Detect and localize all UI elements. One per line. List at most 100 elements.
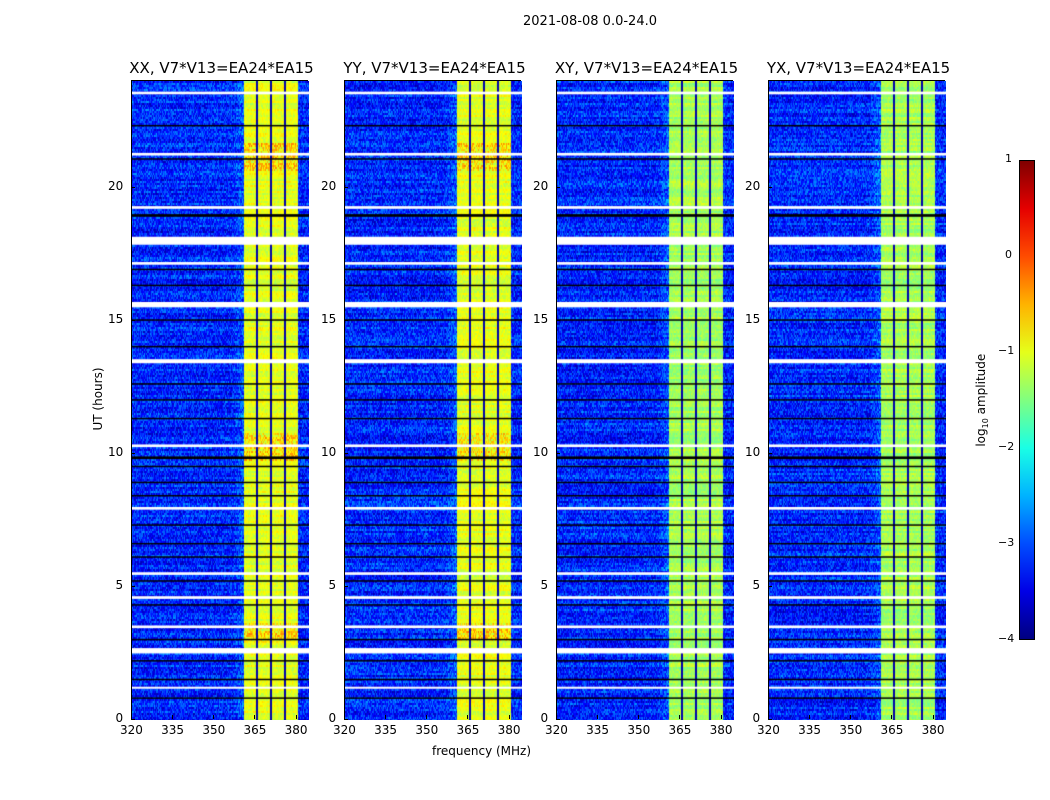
y-tick-mark [131, 319, 135, 321]
y-axis-label: UT (hours) [91, 367, 105, 431]
x-tick-label: 380 [284, 723, 308, 737]
colorbar-label-main: log [973, 428, 988, 447]
x-tick-label: 320 [333, 723, 356, 737]
colorbar-tick-label: −2 [998, 440, 1015, 453]
x-tick-label: 320 [120, 723, 143, 737]
y-tick-mark [344, 452, 348, 454]
y-tick-label: 5 [328, 577, 337, 592]
x-tick-mark [508, 715, 510, 719]
x-tick-label: 320 [757, 723, 780, 737]
heatmap-image [769, 81, 946, 720]
x-tick-label: 335 [586, 723, 610, 737]
y-tick-mark [556, 319, 560, 321]
y-tick-label: 20 [533, 178, 549, 193]
y-tick-mark [768, 585, 772, 587]
colorbar-label-sub: 10 [981, 418, 991, 429]
x-tick-mark [638, 715, 640, 719]
y-tick-mark [344, 319, 348, 321]
x-tick-label: 335 [161, 723, 185, 737]
y-tick-mark [131, 585, 135, 587]
y-tick-mark [556, 186, 560, 188]
panel-title-xx: XX, V7*V13=EA24*EA15 [129, 59, 314, 77]
x-tick-mark [254, 715, 256, 719]
y-tick-label: 0 [115, 711, 124, 725]
x-tick-mark [172, 715, 174, 719]
x-tick-mark [131, 715, 132, 719]
x-tick-label: 350 [839, 723, 863, 737]
y-tick-label: 5 [115, 577, 124, 592]
heatmap-panel-xx [131, 80, 309, 720]
x-tick-mark [809, 715, 811, 719]
x-tick-mark [213, 715, 215, 719]
figure-title: 2021-08-08 0.0-24.0 [523, 14, 657, 29]
x-tick-label: 365 [243, 723, 267, 737]
x-tick-mark [385, 715, 387, 719]
colorbar-label: log10 amplitude [974, 350, 990, 450]
x-axis-label: frequency (MHz) [432, 744, 532, 758]
colorbar-tick-label: −1 [998, 344, 1015, 357]
y-tick-label: 0 [540, 711, 549, 725]
y-tick-mark [344, 719, 348, 720]
y-tick-mark [768, 186, 772, 188]
colorbar-tick-label: −4 [998, 632, 1015, 645]
y-tick-label: 15 [533, 311, 549, 326]
x-tick-mark [556, 715, 557, 719]
y-tick-mark [768, 452, 772, 454]
x-tick-label: 335 [374, 723, 398, 737]
panel-title-xy: XY, V7*V13=EA24*EA15 [554, 59, 739, 77]
heatmap-panel-yx [768, 80, 946, 720]
x-tick-label: 365 [668, 723, 692, 737]
y-tick-mark [131, 719, 135, 720]
heatmap-panel-xy [556, 80, 734, 720]
x-tick-mark [679, 715, 681, 719]
x-tick-mark [344, 715, 345, 719]
y-tick-label: 5 [540, 577, 549, 592]
x-tick-label: 380 [497, 723, 521, 737]
x-tick-label: 350 [415, 723, 439, 737]
colorbar-label-rest: amplitude [973, 353, 988, 419]
x-tick-label: 365 [880, 723, 904, 737]
x-tick-mark [295, 715, 297, 719]
heatmap-image [345, 81, 522, 720]
y-tick-mark [768, 719, 772, 720]
heatmap-panel-yy [344, 80, 522, 720]
y-tick-label: 20 [321, 178, 337, 193]
y-tick-label: 10 [321, 444, 337, 459]
x-tick-mark [768, 715, 769, 719]
x-tick-mark [467, 715, 469, 719]
y-tick-label: 20 [745, 178, 761, 193]
y-tick-label: 20 [108, 178, 124, 193]
x-tick-mark [850, 715, 852, 719]
y-tick-mark [556, 585, 560, 587]
y-tick-label: 0 [752, 711, 761, 725]
y-tick-label: 15 [321, 311, 337, 326]
x-tick-label: 350 [202, 723, 226, 737]
x-tick-label: 380 [709, 723, 733, 737]
y-tick-mark [131, 186, 135, 188]
x-tick-label: 320 [545, 723, 568, 737]
y-tick-label: 0 [328, 711, 337, 725]
y-tick-mark [768, 319, 772, 321]
y-tick-mark [556, 719, 560, 720]
x-tick-mark [932, 715, 934, 719]
colorbar-tick-label: −3 [998, 536, 1015, 549]
y-tick-label: 10 [108, 444, 124, 459]
y-tick-mark [344, 186, 348, 188]
y-tick-label: 5 [752, 577, 761, 592]
x-tick-mark [426, 715, 428, 719]
y-tick-mark [556, 452, 560, 454]
panel-title-yy: YY, V7*V13=EA24*EA15 [343, 59, 526, 77]
colorbar-tick-label: 0 [1005, 248, 1012, 261]
colorbar [1019, 160, 1035, 640]
heatmap-image [132, 81, 309, 720]
x-tick-mark [720, 715, 722, 719]
colorbar-tick-label: 1 [1005, 152, 1012, 165]
y-tick-label: 10 [745, 444, 761, 459]
x-tick-label: 380 [921, 723, 945, 737]
panel-title-yx: YX, V7*V13=EA24*EA15 [766, 59, 951, 77]
x-tick-label: 350 [627, 723, 651, 737]
heatmap-image [557, 81, 734, 720]
y-tick-label: 15 [108, 311, 124, 326]
y-tick-mark [131, 452, 135, 454]
